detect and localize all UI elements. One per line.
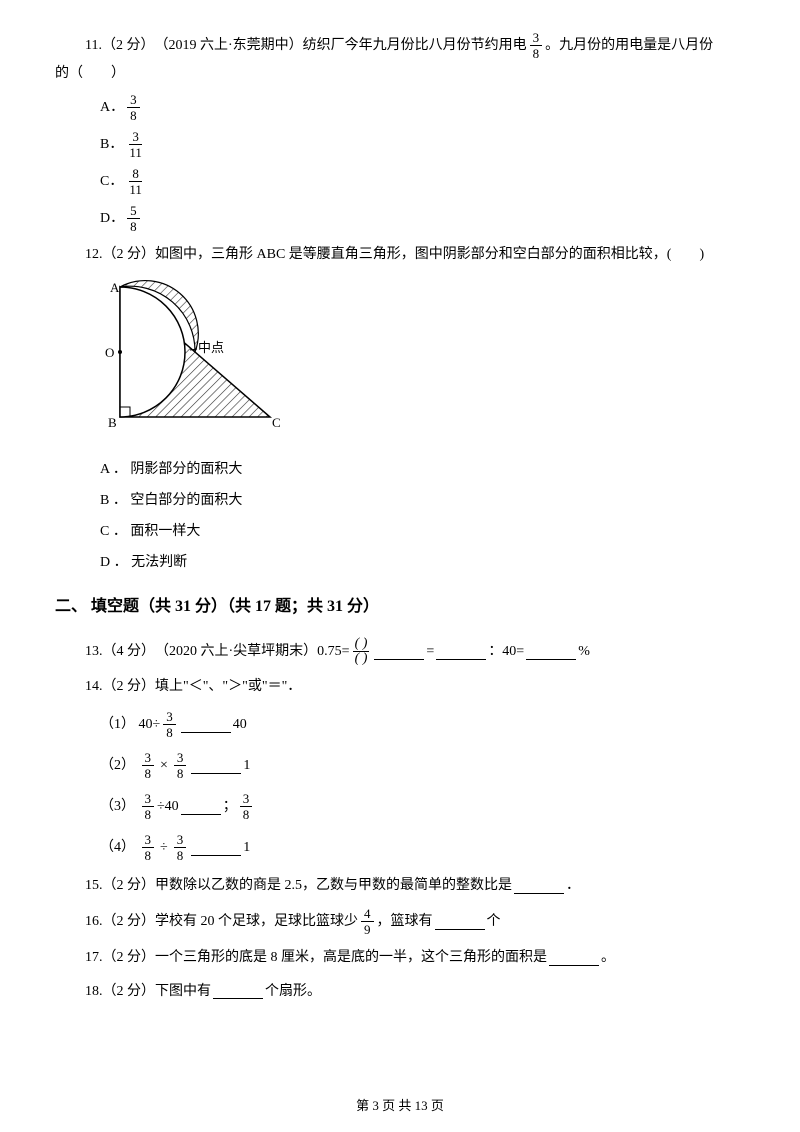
q11-frac: 38: [530, 30, 543, 61]
question-13: 13. （4 分） （2020 六上·尖草坪期末） 0.75= ( )( ) =…: [55, 637, 745, 666]
question-18: 18. （2 分） 下图中有 个扇形。: [85, 979, 745, 1004]
q17-text-a: 一个三角形的底是 8 厘米，高是底的一半，这个三角形的面积是: [155, 945, 547, 970]
q11-text-c: 的（ ）: [55, 61, 745, 86]
q14-sub-3: （3） 38 ÷40 ； 38: [100, 791, 745, 822]
q12-diagram: A O B C 中点: [100, 277, 745, 446]
q14-pts: （2 分）: [103, 674, 156, 699]
question-14: 14. （2 分） 填上"＜"、"＞"或"＝"． （1） 40÷ 38 40 （…: [55, 674, 745, 863]
question-12: 12. （2 分） 如图中，三角形 ABC 是等腰直角三角形，图中阴影部分和空白…: [55, 242, 745, 575]
blank: [191, 758, 241, 774]
blank: [213, 983, 263, 999]
q14-num: 14.: [85, 674, 103, 699]
label-a: A: [110, 280, 120, 295]
q12-pts: （2 分）: [103, 242, 156, 267]
q17-num: 17.: [85, 945, 103, 970]
blank: [374, 644, 424, 660]
question-15: 15. （2 分） 甲数除以乙数的商是 2.5，乙数与甲数的最简单的整数比是 ．: [85, 873, 745, 898]
section-2-title: 二、 填空题（共 31 分）（共 17 题；共 31 分）: [55, 593, 745, 622]
q16-text-a: 学校有 20 个足球，足球比篮球少: [155, 909, 358, 934]
q12-stem: 12. （2 分） 如图中，三角形 ABC 是等腰直角三角形，图中阴影部分和空白…: [85, 242, 745, 267]
q15-pts: （2 分）: [103, 873, 156, 898]
q11-opt-c: C．811: [100, 166, 745, 197]
question-17: 17. （2 分） 一个三角形的底是 8 厘米，高是底的一半，这个三角形的面积是…: [85, 945, 745, 970]
q11-pts: （2 分）: [102, 33, 155, 58]
label-mid: 中点: [198, 340, 224, 355]
q18-pts: （2 分）: [103, 979, 156, 1004]
blank: [435, 914, 485, 930]
q13-pts: （4 分）: [103, 639, 156, 664]
q11-stem: 11. （2 分） （2019 六上·东莞期中） 纺织厂今年九月份比八月份节约用…: [85, 30, 745, 61]
q15-text-b: ．: [566, 873, 580, 898]
blank: [526, 644, 576, 660]
q11-num: 11.: [85, 33, 102, 58]
q13-num: 13.: [85, 639, 103, 664]
q12-opt-c: C ． 面积一样大: [100, 519, 745, 544]
q11-opt-a: A．38: [100, 92, 745, 123]
q14-sub-2: （2） 38 × 38 1: [100, 750, 745, 781]
q17-text-b: 。: [601, 945, 615, 970]
q18-text-b: 个扇形。: [265, 979, 321, 1004]
blank: [436, 644, 486, 660]
q15-num: 15.: [85, 873, 103, 898]
label-b: B: [108, 415, 117, 430]
q12-opt-a: A ． 阴影部分的面积大: [100, 457, 745, 482]
q12-opt-b: B ． 空白部分的面积大: [100, 488, 745, 513]
q12-text: 如图中，三角形 ABC 是等腰直角三角形，图中阴影部分和空白部分的面积相比较，(…: [155, 242, 704, 267]
q14-text: 填上"＜"、"＞"或"＝"．: [155, 674, 301, 699]
q13-text-a: 0.75=: [317, 639, 349, 664]
blank: [181, 799, 221, 815]
q16-num: 16.: [85, 909, 103, 934]
q11-opt-b: B．311: [100, 129, 745, 160]
pct: %: [578, 639, 590, 664]
question-16: 16. （2 分） 学校有 20 个足球，足球比篮球少 49 ，篮球有 个: [85, 906, 745, 937]
q13-text-b: ：40=: [488, 639, 524, 664]
q14-sub-1: （1） 40÷ 38 40: [100, 709, 745, 740]
label-o: O: [105, 345, 114, 360]
q13-src: （2020 六上·尖草坪期末）: [155, 639, 317, 664]
q15-text-a: 甲数除以乙数的商是 2.5，乙数与甲数的最简单的整数比是: [155, 873, 512, 898]
triangle-diagram-icon: A O B C 中点: [100, 277, 290, 437]
q11-text-a: 纺织厂今年九月份比八月份节约用电: [303, 33, 527, 58]
eq: =: [426, 639, 434, 664]
q14-sub-4: （4） 38 ÷ 38 1: [100, 832, 745, 863]
q11-text-b: 。九月份的用电量是八月份: [545, 33, 713, 58]
q16-text-c: 个: [487, 909, 501, 934]
q11-opt-d: D．58: [100, 203, 745, 234]
q12-num: 12.: [85, 242, 103, 267]
q17-pts: （2 分）: [103, 945, 156, 970]
blank: [514, 878, 564, 894]
q12-opt-d: D ． 无法判断: [100, 550, 745, 575]
q18-text-a: 下图中有: [155, 979, 211, 1004]
question-11: 11. （2 分） （2019 六上·东莞期中） 纺织厂今年九月份比八月份节约用…: [55, 30, 745, 234]
blank: [549, 950, 599, 966]
blank: [191, 840, 241, 856]
q16-pts: （2 分）: [103, 909, 156, 934]
q16-text-b: ，篮球有: [377, 909, 433, 934]
blank: [181, 717, 231, 733]
q18-num: 18.: [85, 979, 103, 1004]
label-c: C: [272, 415, 281, 430]
page-footer: 第 3 页 共 13 页: [0, 1094, 800, 1117]
q11-src: （2019 六上·东莞期中）: [154, 33, 302, 58]
q13-paren-frac: ( )( ): [353, 637, 370, 666]
